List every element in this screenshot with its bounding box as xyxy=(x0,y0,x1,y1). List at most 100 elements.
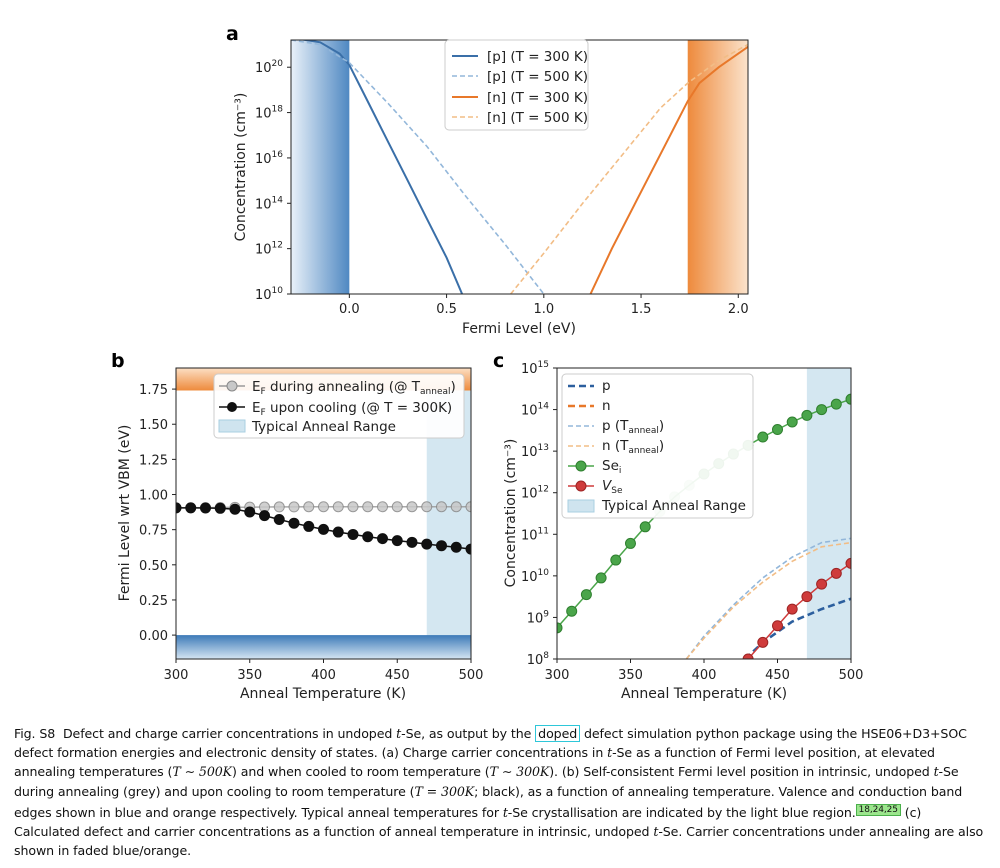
data-point-c-5 xyxy=(772,620,783,632)
x-tick-label-c: 450 xyxy=(765,668,790,683)
valence-band-edge-shade xyxy=(176,635,471,659)
chart-panel-a: 0.0 0.5 1.0 1.5 2.0 1010 1012 1014 1016 1018 1020… xyxy=(233,39,749,337)
series-line-a-3 xyxy=(510,43,748,294)
x-tick-label-b: 350 xyxy=(237,668,262,683)
data-point-b-0 xyxy=(421,501,433,513)
data-point-c-4 xyxy=(610,554,622,566)
data-point-b-1 xyxy=(244,506,256,518)
caption-fig-label: Fig. S8 xyxy=(14,726,56,741)
legend-swatch-anneal-range-c xyxy=(567,499,595,513)
data-point-c-4 xyxy=(625,537,636,549)
caption-text: -Se during annealing (grey) and upon coo… xyxy=(14,764,959,799)
data-point-b-1 xyxy=(421,538,433,550)
legend-swatch-ef-cool-marker xyxy=(227,402,237,412)
chart-panel-b: 300 350 400 450 500 0.00 0.25 0.50 0.75 1.00 1.25… xyxy=(117,367,484,702)
series-line-a-0 xyxy=(299,40,464,294)
data-point-b-1 xyxy=(303,520,315,532)
caption-italic-t: t xyxy=(607,745,613,761)
data-point-c-4 xyxy=(816,404,828,416)
caption-text: defect simulation python package using t… xyxy=(14,726,967,761)
series-line-a-1 xyxy=(291,40,545,294)
data-point-b-0 xyxy=(450,501,462,513)
caption-text: -Se crystallisation are indicated by the… xyxy=(507,805,856,820)
caption-text: (c) Calculated defect and carrier concen… xyxy=(14,805,922,840)
legend-swatch-ef-anneal-marker xyxy=(226,380,238,392)
data-point-c-4 xyxy=(845,393,851,405)
data-point-c-4 xyxy=(786,416,798,428)
x-tick-label-a: 0.5 xyxy=(436,302,457,317)
legend-a: [p] (T = 300 K) [p] (T = 500 K) [n] (T =… xyxy=(444,39,589,131)
data-point-b-1 xyxy=(332,526,344,538)
data-point-b-0 xyxy=(318,501,329,513)
data-point-b-1 xyxy=(185,502,197,514)
caption-math: T ∼ 300K xyxy=(489,764,550,780)
x-tick-label-a: 1.5 xyxy=(631,302,652,317)
legend-label-p: p xyxy=(602,378,611,394)
legend-c: p n p (Tanneal) n (Tanneal) Sei VSe Typi… xyxy=(561,373,754,519)
data-point-b-1 xyxy=(450,541,462,553)
caption-italic-t: t xyxy=(933,764,939,780)
chart-panel-c: 300 350 400 450 500 108 109 1010 1011 1012 1013 10… xyxy=(503,360,863,702)
data-point-b-0 xyxy=(303,501,315,513)
data-point-b-0 xyxy=(406,501,418,513)
data-point-b-1 xyxy=(288,517,300,529)
caption-math: T ∼ 500K xyxy=(172,764,232,780)
data-point-b-1 xyxy=(406,536,418,548)
y-tick-label-b: 1.50 xyxy=(139,418,168,433)
legend-label-ef-cool: EF upon cooling (@ T = 300K) xyxy=(252,400,452,418)
data-point-b-1 xyxy=(318,523,329,535)
series-line-a-2 xyxy=(589,45,748,294)
series-line-c-2 xyxy=(685,537,851,659)
legend-swatch-anneal-range-b xyxy=(218,419,246,433)
x-tick-label-b: 500 xyxy=(459,668,484,683)
x-tick-label-a: 2.0 xyxy=(728,302,749,317)
y-tick-label-b: 0.25 xyxy=(139,594,168,609)
y-tick-label-a: 1014 xyxy=(255,195,283,212)
y-tick-label-a: 1018 xyxy=(255,105,283,122)
doped-package-link[interactable]: doped xyxy=(535,725,581,742)
data-point-b-1 xyxy=(465,543,471,555)
data-point-b-0 xyxy=(377,501,388,513)
legend-label-anneal-range-b: Typical Anneal Range xyxy=(251,419,396,435)
data-point-b-0 xyxy=(465,501,471,513)
y-tick-label-c: 1014 xyxy=(521,402,549,419)
valence-band-shade xyxy=(291,40,350,294)
y-tick-label-c: 109 xyxy=(527,609,550,626)
data-point-b-0 xyxy=(362,501,374,513)
x-tick-label-a: 0.0 xyxy=(339,302,360,317)
data-point-b-1 xyxy=(391,535,403,547)
y-tick-label-b: 0.00 xyxy=(139,629,168,644)
data-point-b-0 xyxy=(288,501,300,513)
caption-text: -Se. Carrier concentrations under anneal… xyxy=(14,824,984,859)
legend-box-a xyxy=(444,39,589,131)
data-point-b-1 xyxy=(362,531,374,543)
caption-text: -Se as a function of Fermi level positio… xyxy=(14,745,935,780)
legend-label-anneal-range-c: Typical Anneal Range xyxy=(601,498,746,514)
y-tick-label-c: 1015 xyxy=(521,360,549,377)
data-point-b-0 xyxy=(273,501,285,513)
data-point-c-5 xyxy=(845,557,851,569)
x-tick-label-b: 300 xyxy=(164,668,189,683)
caption-text: ; black), as a function of annealing tem… xyxy=(14,783,963,820)
legend-box-c xyxy=(561,373,754,519)
data-point-b-1 xyxy=(259,510,270,522)
citation-refs[interactable]: 18,24,25 xyxy=(855,803,901,816)
legend-label-n-anneal: n (Tanneal) xyxy=(602,438,664,456)
y-tick-label-c: 1012 xyxy=(521,485,549,502)
data-point-b-1 xyxy=(176,502,182,514)
legend-label-n500: [n] (T = 500 K) xyxy=(487,110,588,126)
data-point-c-4 xyxy=(639,521,651,533)
panel-label-a: a xyxy=(226,23,239,45)
data-point-b-0 xyxy=(332,501,344,513)
x-tick-label-c: 400 xyxy=(692,668,717,683)
data-point-c-4 xyxy=(595,572,607,584)
legend-label-sei: Sei xyxy=(602,458,621,476)
series-line-c-3 xyxy=(685,541,851,659)
legend-label-p500: [p] (T = 500 K) xyxy=(487,69,588,85)
figure-caption: Fig. S8 Defect and charge carrier concen… xyxy=(14,724,990,861)
y-tick-label-a: 1016 xyxy=(255,150,283,167)
caption-italic-t: t xyxy=(653,824,659,840)
data-point-b-0 xyxy=(347,501,359,513)
legend-swatch-vse-marker xyxy=(575,480,587,492)
x-tick-label-b: 400 xyxy=(311,668,336,683)
